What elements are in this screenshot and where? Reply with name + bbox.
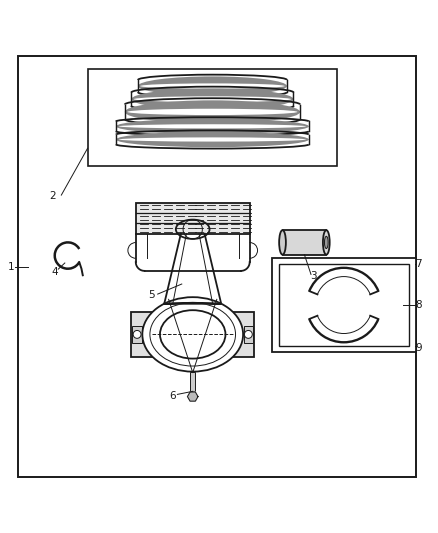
Text: 5: 5 xyxy=(148,290,155,300)
Text: 7: 7 xyxy=(415,260,422,269)
Polygon shape xyxy=(187,392,198,401)
Bar xyxy=(279,264,409,346)
Text: 4: 4 xyxy=(51,266,58,277)
Text: 6: 6 xyxy=(170,391,177,401)
Circle shape xyxy=(133,330,141,338)
Ellipse shape xyxy=(160,310,226,359)
Ellipse shape xyxy=(142,297,243,372)
Ellipse shape xyxy=(140,84,285,88)
Bar xyxy=(283,230,326,255)
Ellipse shape xyxy=(325,236,328,248)
Text: 8: 8 xyxy=(415,300,422,310)
Circle shape xyxy=(244,330,252,338)
Bar xyxy=(244,326,253,343)
Ellipse shape xyxy=(116,132,309,147)
Text: 2: 2 xyxy=(49,191,56,201)
Ellipse shape xyxy=(138,76,287,96)
Bar xyxy=(131,312,254,357)
Ellipse shape xyxy=(279,230,286,255)
Bar xyxy=(272,258,416,352)
Text: 3: 3 xyxy=(310,271,317,281)
Ellipse shape xyxy=(119,124,306,128)
Bar xyxy=(132,326,142,343)
Polygon shape xyxy=(164,303,221,304)
Text: 9: 9 xyxy=(415,343,422,352)
Ellipse shape xyxy=(323,230,330,255)
Ellipse shape xyxy=(134,96,291,102)
Ellipse shape xyxy=(131,88,293,110)
Ellipse shape xyxy=(119,138,306,142)
Text: 1: 1 xyxy=(7,262,14,271)
Bar xyxy=(88,69,337,166)
Ellipse shape xyxy=(125,100,300,124)
Ellipse shape xyxy=(150,303,236,366)
Bar xyxy=(190,373,195,391)
Ellipse shape xyxy=(127,109,297,115)
Ellipse shape xyxy=(116,119,309,134)
Bar xyxy=(136,203,250,233)
